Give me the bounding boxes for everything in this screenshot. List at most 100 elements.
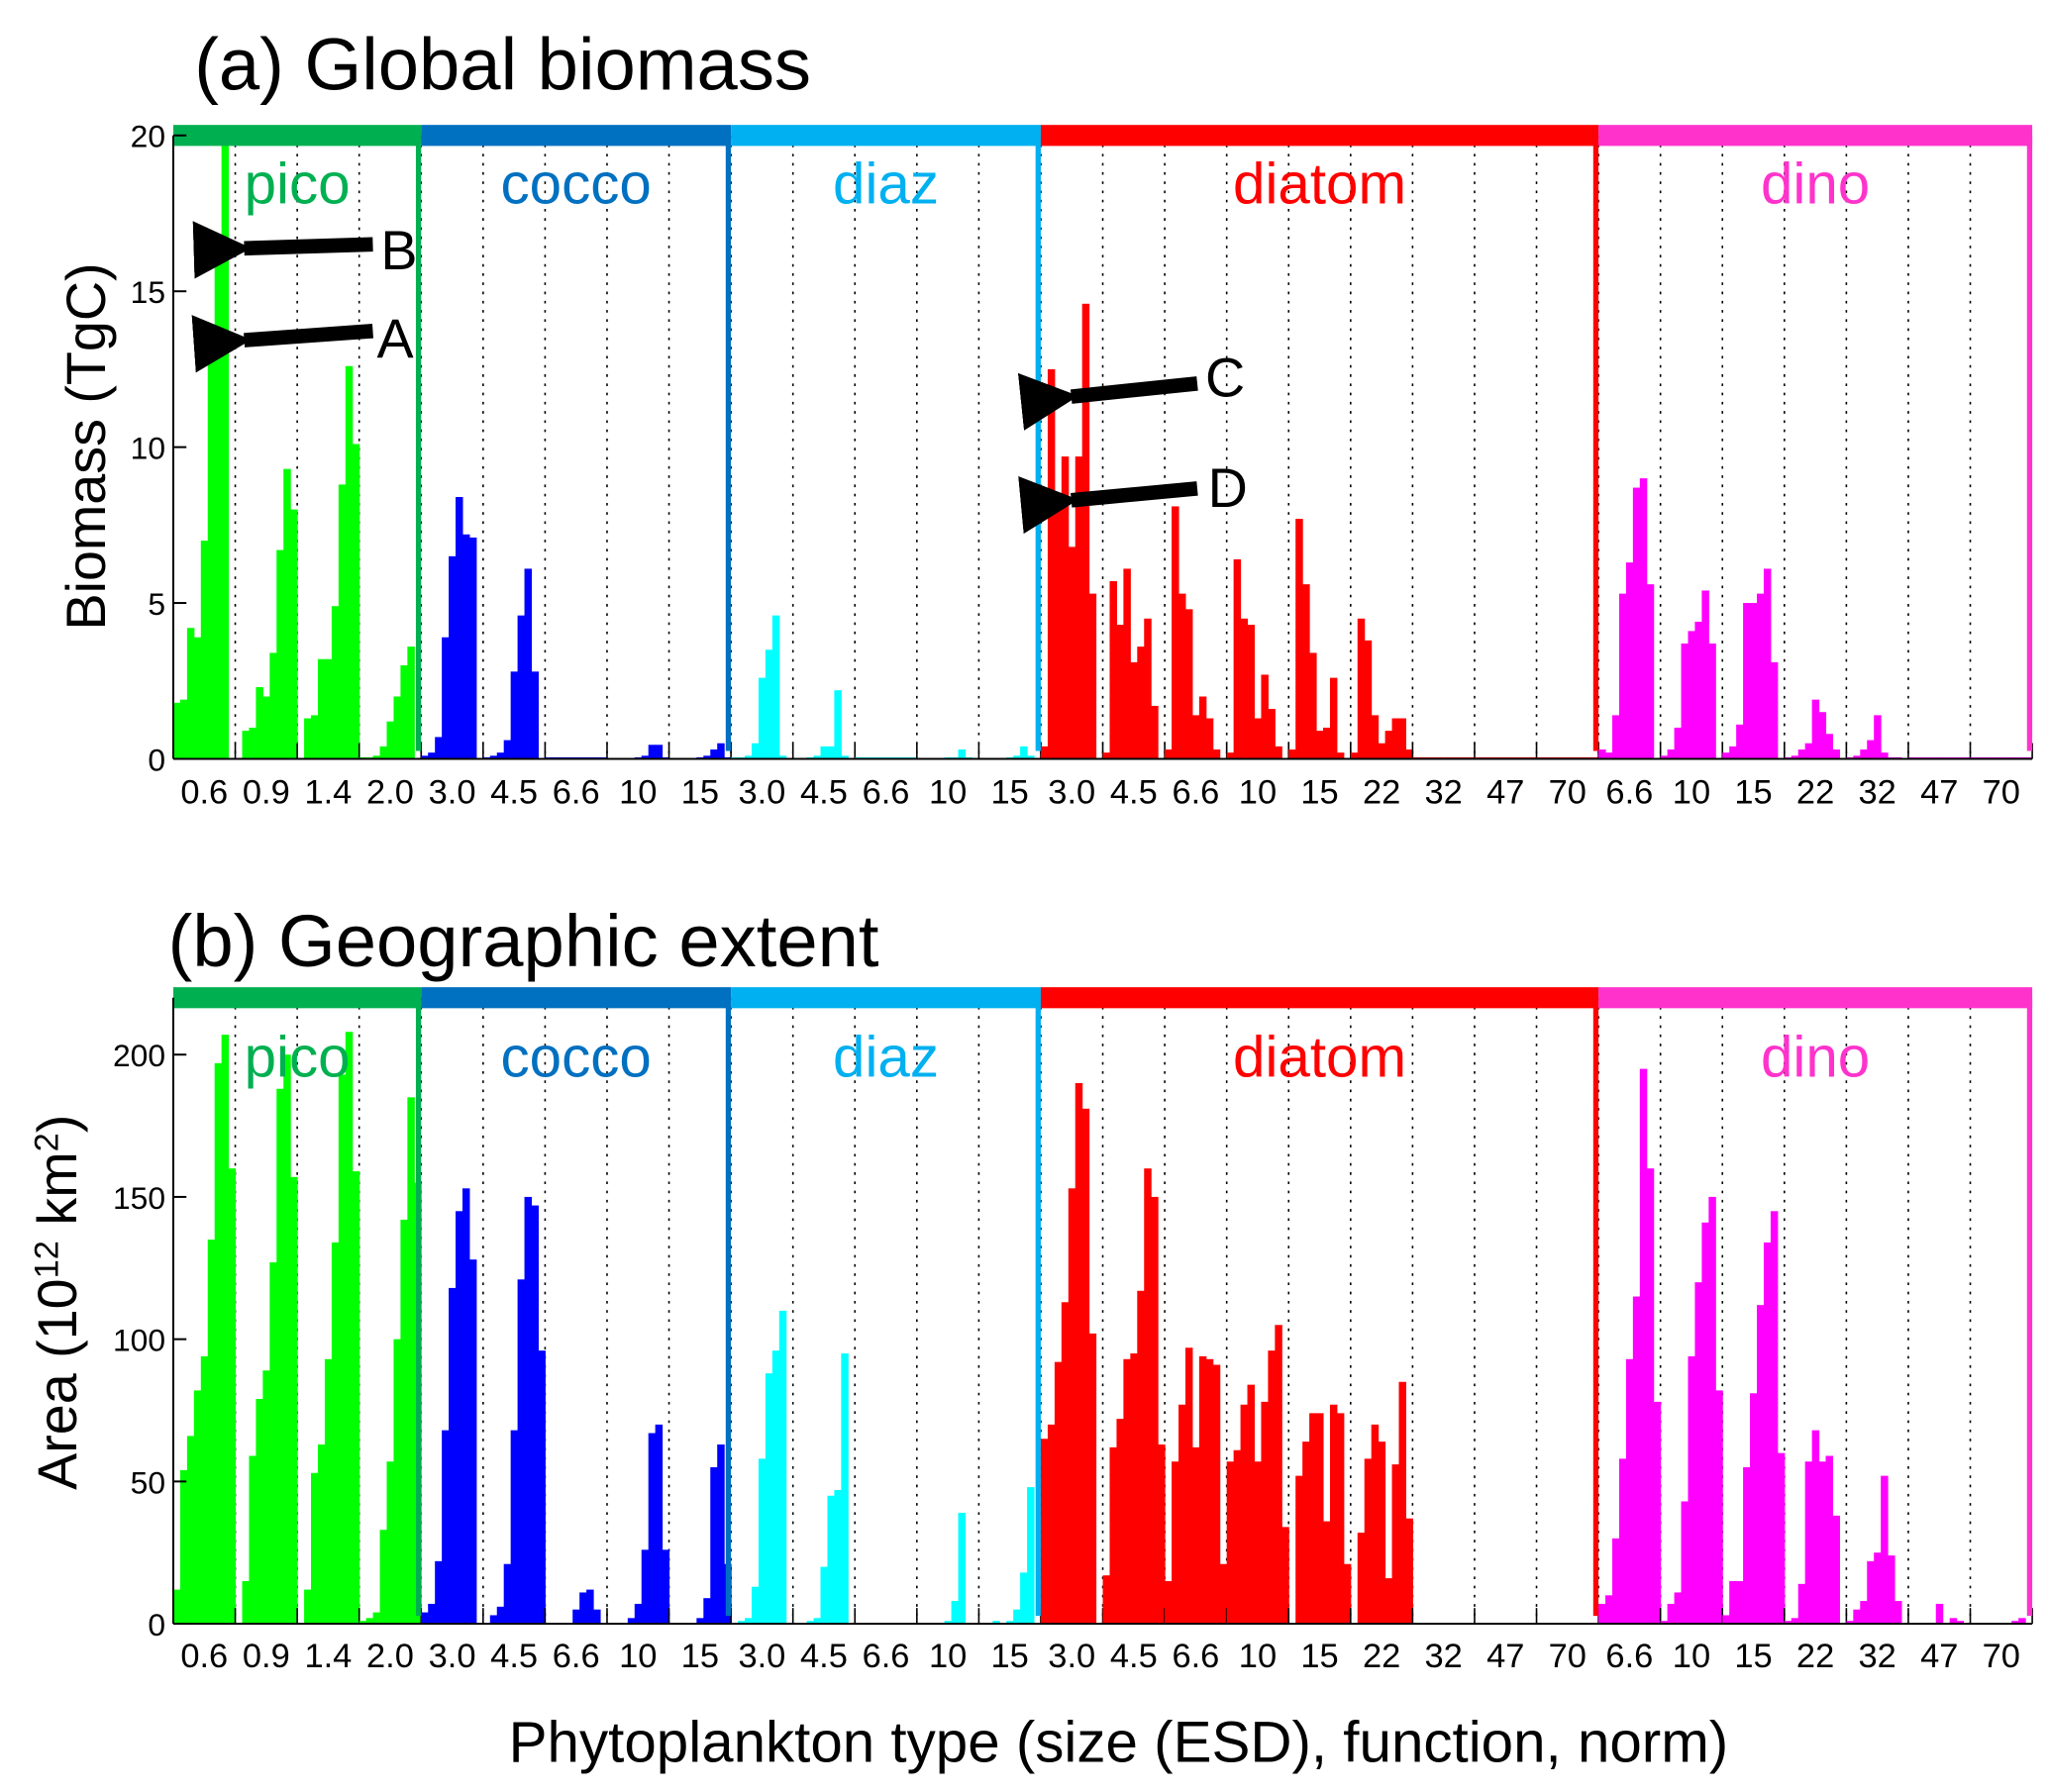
ylabel-sup: 12 [28, 1241, 65, 1278]
bar-diatom-4.5 [1151, 705, 1159, 759]
group-label-dino: dino [1761, 1025, 1870, 1089]
bar-dino-6.6 [1612, 715, 1620, 759]
bar-pico-0.6 [221, 1035, 230, 1625]
x-tick-label: 0.9 [243, 1638, 290, 1675]
bar-pico-1.4 [304, 1589, 312, 1625]
bar-diatom-22 [1384, 731, 1393, 759]
bar-dino-6.6 [1598, 749, 1606, 759]
bar-diatom-10 [1261, 674, 1269, 759]
bar-cocco-10 [655, 745, 664, 759]
x-tick-label: 3.0 [1048, 774, 1095, 812]
x-tick-label: 10 [619, 1638, 657, 1675]
x-tick-label: 32 [1425, 1638, 1463, 1675]
bar-diaz-10 [958, 1512, 967, 1625]
bar-pico-0.9 [256, 1399, 263, 1625]
bar-cocco-3.0 [442, 1430, 450, 1625]
bar-pico-0.9 [249, 727, 256, 759]
bar-pico-0.6 [221, 135, 230, 759]
bar-pico-0.6 [186, 1436, 195, 1625]
bar-diatom-6.6 [1219, 1563, 1228, 1625]
x-tick-label: 32 [1859, 1638, 1896, 1675]
bar-pico-0.9 [242, 731, 250, 759]
group-label-diaz: diaz [833, 152, 939, 217]
bar-diaz-10 [958, 749, 967, 759]
annotation-a: A [376, 308, 414, 369]
bar-dino-22 [1832, 749, 1840, 759]
bar-diatom-4.5 [1123, 568, 1131, 759]
bar-dino-15 [1750, 1393, 1758, 1625]
bar-pico-0.9 [269, 652, 277, 759]
bar-dino-15 [1750, 603, 1758, 759]
bar-diatom-22 [1391, 718, 1400, 759]
bar-cocco-15 [717, 1444, 725, 1625]
bar-diatom-15 [1295, 1475, 1303, 1625]
bar-cocco-4.5 [531, 1205, 539, 1625]
panel-a-plot: 0.6 0.9 1.4 2.0 3.0 4.5 6.6 10 15 3.0 4.5 6.6 10 15 3.… [131, 119, 2033, 812]
bar-dino-6.6 [1639, 478, 1648, 759]
bar-cocco-4.5 [517, 1279, 526, 1625]
bar-pico-1.4 [311, 715, 319, 759]
bar-diatom-22 [1378, 1442, 1386, 1625]
x-tick-label: 6.6 [1605, 774, 1653, 812]
bar-diaz-15 [1006, 1621, 1014, 1625]
bar-diatom-22 [1405, 1518, 1413, 1625]
x-tick-label: 47 [1920, 774, 1958, 812]
y-tick-label: 0 [148, 1607, 165, 1643]
x-tick-label: 6.6 [553, 774, 600, 812]
annotation-arrows: A B C D [191, 220, 1248, 535]
bar-dino-6.6 [1612, 1538, 1620, 1625]
arrow-d-icon [1018, 476, 1198, 535]
bar-diatom-3.0 [1061, 1302, 1070, 1625]
bar-dino-32 [1860, 749, 1868, 759]
bar-diaz-15 [1020, 1572, 1028, 1625]
bar-dino-22 [1791, 1618, 1799, 1625]
bar-diatom-22 [1371, 1424, 1380, 1625]
bar-dino-32 [1867, 740, 1875, 759]
bar-diatom-22 [1405, 749, 1413, 759]
bar-diaz-15 [1013, 755, 1021, 759]
group-label-diaz: diaz [833, 1025, 939, 1089]
bar-diatom-10 [1247, 1384, 1256, 1625]
bar-diatom-22 [1398, 718, 1406, 759]
x-tick-label: 4.5 [1110, 774, 1158, 812]
bar-pico-0.9 [290, 509, 298, 759]
x-axis-label: Phytoplankton type (size (ESD), function… [509, 1710, 1729, 1774]
group-header-bar-dino [1598, 987, 2033, 1009]
bar-diaz-4.5 [841, 755, 849, 759]
x-tick-label: 10 [1673, 774, 1710, 812]
bar-diatom-4.5 [1102, 1575, 1111, 1625]
bar-diaz-4.5 [834, 1489, 842, 1625]
bar-cocco-15 [710, 1466, 718, 1625]
bar-dino-10 [1688, 1355, 1695, 1625]
bar-dino-22 [1825, 1455, 1834, 1625]
panel-b-plot: 0.6 0.9 1.4 2.0 3.0 4.5 6.6 10 15 3.0 4.5 6.6 10 15 3.… [113, 987, 2033, 1675]
bar-dino-10 [1694, 621, 1702, 759]
bar-dino-22 [1797, 749, 1806, 759]
bar-pico-2.0 [386, 721, 394, 759]
x-tick-label: 10 [1239, 1638, 1277, 1675]
bar-cocco-3.0 [449, 1287, 457, 1625]
bar-cocco-3.0 [428, 752, 436, 759]
x-tick-label: 10 [619, 774, 657, 812]
bar-cocco-6.6 [572, 1609, 580, 1625]
x-tick-label: 15 [1300, 1638, 1338, 1675]
bar-cocco-15 [696, 1618, 704, 1625]
x-tick-label: 0.9 [243, 774, 290, 812]
bar-diaz-3.0 [758, 1458, 767, 1625]
bar-diatom-15 [1302, 1442, 1310, 1625]
bar-dino-10 [1708, 643, 1716, 759]
bar-diaz-3.0 [745, 1618, 753, 1625]
group-header-bar-pico [172, 125, 422, 147]
bar-diatom-6.6 [1178, 1404, 1186, 1625]
bar-diatom-3.0 [1068, 547, 1076, 759]
bar-cocco-10 [648, 1433, 657, 1625]
bar-pico-0.9 [283, 468, 291, 759]
bar-diaz-3.0 [751, 743, 760, 759]
bar-diatom-3.0 [1075, 456, 1083, 759]
bar-dino-15 [1743, 603, 1751, 759]
bar-diatom-10 [1268, 1350, 1276, 1625]
bar-cocco-3.0 [435, 1560, 443, 1625]
bar-dino-22 [1797, 1583, 1806, 1625]
bar-dino-10 [1701, 590, 1709, 759]
bar-pico-0.6 [228, 1168, 237, 1625]
